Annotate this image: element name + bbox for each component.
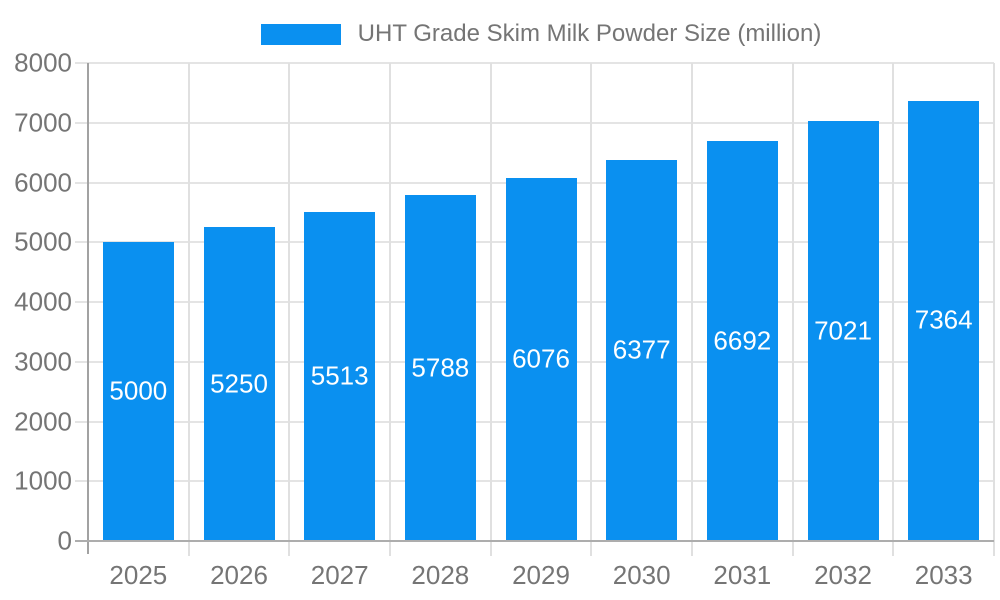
gridline-vertical bbox=[791, 63, 794, 556]
y-tick-label: 7000 bbox=[14, 107, 72, 138]
bar-value-label: 5000 bbox=[109, 375, 168, 406]
bar-value-label: 7021 bbox=[814, 315, 872, 346]
y-tick-label: 5000 bbox=[14, 226, 72, 257]
bar[interactable]: 6692 bbox=[706, 141, 778, 540]
x-tick-label: 2026 bbox=[210, 560, 268, 590]
bar[interactable]: 5000 bbox=[102, 242, 174, 540]
y-tick-label: 3000 bbox=[14, 346, 72, 377]
legend-swatch bbox=[260, 23, 341, 45]
x-tick-label: 2031 bbox=[713, 560, 772, 590]
x-tick-label: 2032 bbox=[814, 560, 872, 590]
gridline-vertical bbox=[892, 63, 895, 556]
chart-legend[interactable]: UHT Grade Skim Milk Powder Size (million… bbox=[88, 14, 994, 54]
legend-label: UHT Grade Skim Milk Powder Size (million… bbox=[357, 20, 822, 47]
x-tick-label: 2033 bbox=[914, 560, 973, 590]
gridline-vertical bbox=[288, 63, 291, 556]
bar-value-label: 5788 bbox=[411, 352, 470, 383]
gridline-vertical bbox=[389, 63, 391, 556]
gridline-vertical bbox=[590, 63, 593, 556]
bar-value-label: 5250 bbox=[210, 368, 268, 399]
gridline-horizontal bbox=[75, 121, 994, 124]
y-axis-line bbox=[87, 63, 89, 554]
gridline-vertical bbox=[691, 63, 693, 556]
bar[interactable]: 7021 bbox=[807, 121, 879, 540]
bar-value-label: 6692 bbox=[713, 325, 772, 356]
x-tick-label: 2028 bbox=[411, 560, 470, 590]
gridline-vertical bbox=[187, 63, 190, 556]
bar[interactable]: 6076 bbox=[505, 177, 577, 540]
bar-value-label: 5513 bbox=[310, 360, 369, 391]
gridline-vertical bbox=[993, 63, 995, 556]
x-axis-line bbox=[75, 540, 994, 542]
bar[interactable]: 5788 bbox=[404, 195, 476, 540]
bar[interactable]: 5513 bbox=[304, 211, 376, 540]
bar[interactable]: 7364 bbox=[908, 101, 980, 540]
x-tick-label: 2029 bbox=[512, 560, 570, 590]
y-tick-label: 8000 bbox=[14, 47, 72, 78]
y-tick-label: 4000 bbox=[14, 286, 72, 317]
bar[interactable]: 6377 bbox=[606, 159, 678, 540]
y-tick-label: 2000 bbox=[14, 406, 72, 436]
y-tick-label: 1000 bbox=[14, 465, 72, 496]
x-tick-label: 2030 bbox=[612, 560, 671, 590]
x-tick-label: 2027 bbox=[310, 560, 369, 590]
bar-value-label: 7364 bbox=[914, 304, 973, 335]
y-tick-label: 6000 bbox=[14, 167, 72, 197]
y-tick-label: 0 bbox=[57, 525, 72, 556]
gridline-horizontal bbox=[75, 62, 994, 64]
bar-value-label: 6076 bbox=[512, 343, 570, 374]
x-tick-label: 2025 bbox=[109, 560, 168, 590]
bar-value-label: 6377 bbox=[612, 334, 671, 365]
gridline-vertical bbox=[489, 63, 492, 556]
bar[interactable]: 5250 bbox=[203, 227, 275, 540]
